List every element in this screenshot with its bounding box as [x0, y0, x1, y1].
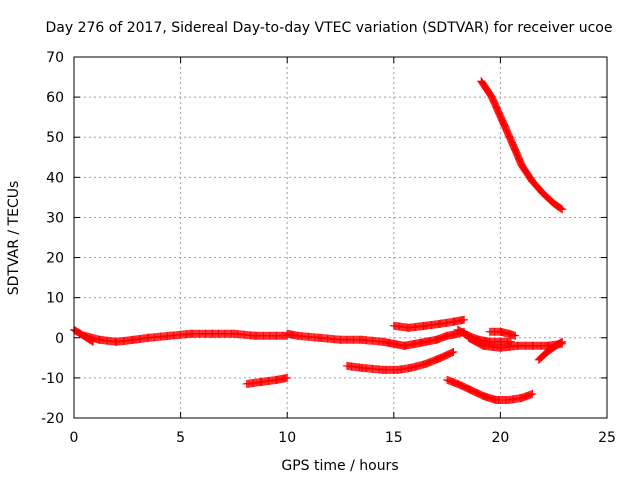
- data-point: [465, 385, 474, 394]
- data-point: [467, 386, 476, 395]
- data-point: [460, 382, 469, 391]
- y-tick-label: 50: [46, 130, 64, 146]
- y-tick-label: 0: [55, 331, 64, 347]
- y-tick-label: -20: [41, 411, 64, 427]
- x-axis-label: GPS time / hours: [281, 458, 398, 474]
- data-point: [557, 338, 566, 347]
- y-tick-label: 40: [46, 170, 64, 186]
- y-tick-label: 10: [46, 291, 64, 307]
- data-point: [464, 384, 473, 393]
- data-point: [478, 341, 487, 350]
- y-tick-label: 30: [46, 210, 64, 226]
- data-point: [462, 383, 471, 392]
- y-axis-label: SDTVAR / TECUs: [6, 181, 22, 296]
- series-arc-4: [283, 327, 469, 350]
- data-point: [458, 381, 467, 390]
- ticks: 0 5 10 15 20 25 -20 -10 0 10 20 30 40 50 60 70: [41, 50, 616, 446]
- plot-border: [73, 56, 608, 419]
- x-tick-label: 5: [176, 430, 185, 446]
- data-point: [478, 391, 487, 400]
- data-point: [454, 380, 463, 389]
- series-arc-10: [485, 327, 520, 340]
- series-arc-7: [443, 375, 537, 404]
- data-point: [556, 204, 565, 213]
- data-point: [440, 351, 449, 360]
- chart-title: Day 276 of 2017, Sidereal Day-to-day VTE…: [46, 20, 613, 36]
- data-point: [557, 204, 566, 213]
- series-arc-9: [464, 333, 567, 352]
- x-tick-label: 10: [278, 430, 296, 446]
- data-point: [438, 352, 447, 361]
- data-point: [443, 350, 452, 359]
- data-point: [470, 387, 479, 396]
- data-point: [477, 390, 486, 399]
- data-point: [461, 383, 470, 392]
- series-arc-3: [242, 373, 292, 388]
- data-point: [437, 353, 446, 362]
- x-tick-label: 15: [385, 430, 403, 446]
- series-arc-6: [389, 315, 469, 332]
- data-point: [476, 390, 485, 399]
- x-tick-label: 20: [491, 430, 509, 446]
- data-point: [456, 381, 465, 390]
- data-point: [558, 205, 567, 214]
- data-point: [447, 348, 456, 357]
- data-point: [459, 382, 468, 391]
- data-point: [556, 338, 565, 347]
- series-arc-11: [534, 337, 567, 364]
- data-point: [439, 352, 448, 361]
- data-point: [475, 389, 484, 398]
- y-tick-label: 20: [46, 251, 64, 267]
- data-point: [283, 373, 292, 382]
- data-point: [472, 388, 481, 397]
- data-point: [474, 389, 483, 398]
- data-point: [511, 331, 520, 340]
- x-tick-label: 0: [70, 430, 79, 446]
- data-point: [446, 349, 455, 358]
- data-point: [442, 351, 451, 360]
- data-point: [463, 384, 472, 393]
- data-point: [528, 389, 537, 398]
- data-point: [558, 337, 567, 346]
- data-point: [448, 348, 457, 357]
- series-arc-2: [80, 329, 292, 346]
- data-point: [471, 388, 480, 397]
- grid: [74, 57, 607, 418]
- data-layer: [70, 77, 567, 404]
- data-point: [455, 380, 464, 389]
- x-tick-label: 25: [598, 430, 616, 446]
- series-arc-12: [477, 77, 567, 214]
- data-point: [445, 349, 454, 358]
- y-tick-label: -10: [41, 371, 64, 387]
- data-point: [436, 353, 445, 362]
- data-point: [466, 385, 475, 394]
- series-arc-5: [342, 347, 458, 374]
- data-point: [468, 386, 477, 395]
- y-tick-label: 60: [46, 90, 64, 106]
- data-point: [469, 387, 478, 396]
- data-point: [449, 347, 458, 356]
- data-point: [453, 379, 462, 388]
- data-point: [460, 315, 469, 324]
- y-tick-label: 70: [46, 50, 64, 66]
- data-point: [444, 350, 453, 359]
